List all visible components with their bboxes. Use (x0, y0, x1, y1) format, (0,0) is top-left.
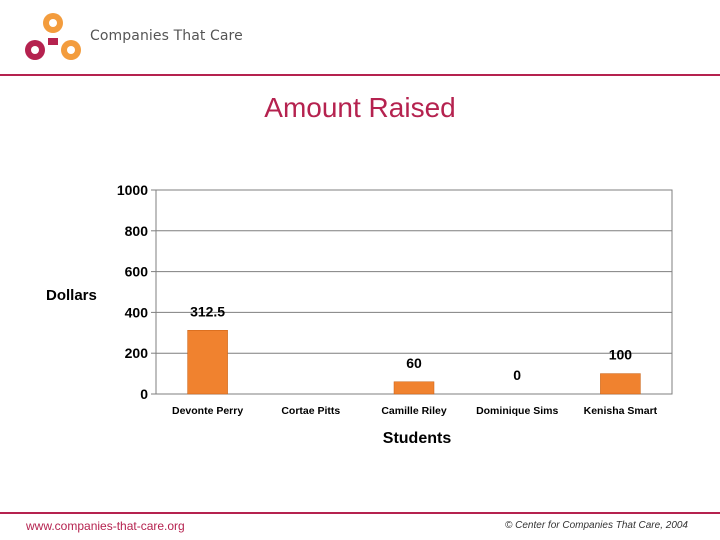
slide-title: Amount Raised (264, 92, 456, 123)
x-tick-label: Devonte Perry (172, 405, 243, 417)
y-tick-label: 600 (125, 264, 149, 280)
header-divider (0, 74, 720, 76)
data-label: 60 (406, 355, 422, 371)
footer-divider (0, 512, 720, 514)
x-axis-label: Students (383, 430, 452, 447)
y-tick-label: 400 (125, 304, 149, 320)
y-axis-label: Dollars (46, 287, 97, 304)
x-tick-label: Cortae Pitts (281, 405, 340, 417)
x-tick-label: Kenisha Smart (584, 405, 658, 417)
data-label: 312.5 (190, 303, 225, 319)
y-tick-label: 200 (125, 345, 149, 361)
brand-name: Companies That Care (90, 28, 243, 44)
x-tick-label: Camille Riley (381, 405, 447, 417)
companies-that-care-logo-icon (25, 13, 81, 60)
y-tick-label: 0 (140, 386, 148, 402)
copyright-text: © Center for Companies That Care, 2004 (504, 520, 688, 531)
x-tick-label: Dominique Sims (476, 405, 558, 417)
bar (187, 330, 228, 395)
data-label: 100 (609, 347, 633, 363)
bar (393, 381, 435, 395)
y-tick-label: 800 (125, 223, 149, 239)
footer-url[interactable]: www.companies-that-care.org (26, 519, 185, 533)
y-tick-label: 1000 (117, 182, 148, 198)
bar (600, 373, 641, 395)
data-label: 0 (513, 367, 521, 383)
